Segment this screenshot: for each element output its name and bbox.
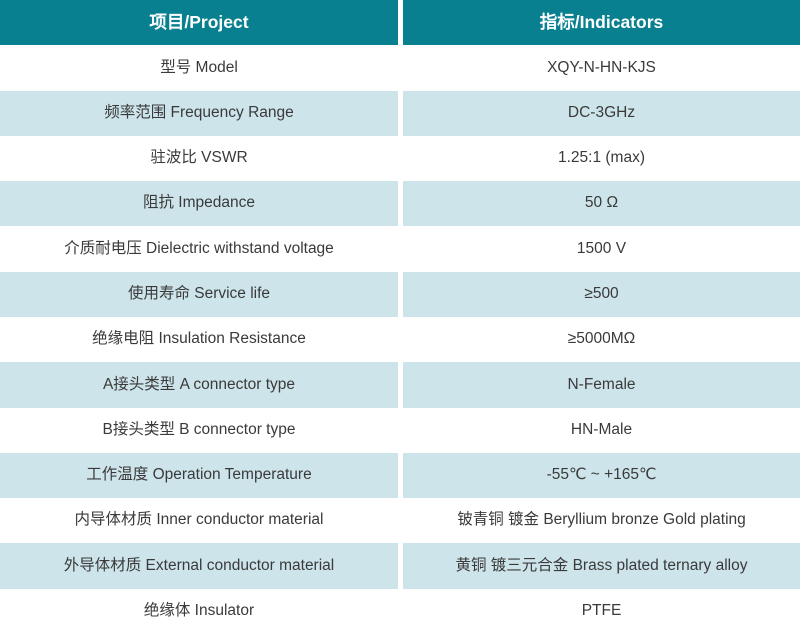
table-row: 使用寿命 Service life ≥500 (0, 271, 800, 317)
table-row: 阻抗 Impedance 50 Ω (0, 181, 800, 227)
project-cell: 介质耐电压 Dielectric withstand voltage (0, 226, 398, 272)
table-row: 工作温度 Operation Temperature -55℃ ~ +165℃ (0, 452, 800, 499)
table-row: 型号 Model XQY-N-HN-KJS (0, 45, 800, 91)
table-row: 介质耐电压 Dielectric withstand voltage 1500 … (0, 226, 800, 272)
project-cell: B接头类型 B connector type (0, 407, 398, 453)
project-cell: 频率范围 Frequency Range (0, 90, 398, 136)
header-indicators: 指标/Indicators (403, 0, 800, 46)
table-row: A接头类型 A connector type N-Female (0, 362, 800, 408)
indicator-cell: ≥5000MΩ (403, 316, 800, 363)
table-header-row: 项目/Project 指标/Indicators (0, 0, 800, 46)
indicator-cell: 铍青铜 镀金 Beryllium bronze Gold plating (403, 498, 800, 544)
table-row: 驻波比 VSWR 1.25:1 (max) (0, 135, 800, 182)
project-cell: 外导体材质 External conductor material (0, 543, 398, 589)
table-row: 绝缘体 Insulator PTFE (0, 588, 800, 634)
project-cell: 使用寿命 Service life (0, 271, 398, 317)
table-row: 绝缘电阻 Insulation Resistance ≥5000MΩ (0, 316, 800, 363)
indicator-cell: 1.25:1 (max) (403, 135, 800, 182)
indicator-cell: N-Female (403, 362, 800, 408)
table-row: B接头类型 B connector type HN-Male (0, 407, 800, 453)
indicator-cell: DC-3GHz (403, 90, 800, 136)
indicator-cell: 50 Ω (403, 181, 800, 227)
table-row: 内导体材质 Inner conductor material 铍青铜 镀金 Be… (0, 498, 800, 544)
indicator-cell: 1500 V (403, 226, 800, 272)
table-row: 外导体材质 External conductor material 黄铜 镀三元… (0, 543, 800, 589)
indicator-cell: PTFE (403, 588, 800, 634)
indicator-cell: ≥500 (403, 271, 800, 317)
header-project: 项目/Project (0, 0, 398, 46)
project-cell: 绝缘体 Insulator (0, 588, 398, 634)
project-cell: 阻抗 Impedance (0, 181, 398, 227)
project-cell: A接头类型 A connector type (0, 362, 398, 408)
project-cell: 内导体材质 Inner conductor material (0, 498, 398, 544)
indicator-cell: 黄铜 镀三元合金 Brass plated ternary alloy (403, 543, 800, 589)
project-cell: 绝缘电阻 Insulation Resistance (0, 316, 398, 363)
indicator-cell: XQY-N-HN-KJS (403, 45, 800, 91)
project-cell: 驻波比 VSWR (0, 135, 398, 182)
indicator-cell: HN-Male (403, 407, 800, 453)
indicator-cell: -55℃ ~ +165℃ (403, 452, 800, 499)
table-row: 频率范围 Frequency Range DC-3GHz (0, 90, 800, 136)
project-cell: 型号 Model (0, 45, 398, 91)
project-cell: 工作温度 Operation Temperature (0, 452, 398, 499)
